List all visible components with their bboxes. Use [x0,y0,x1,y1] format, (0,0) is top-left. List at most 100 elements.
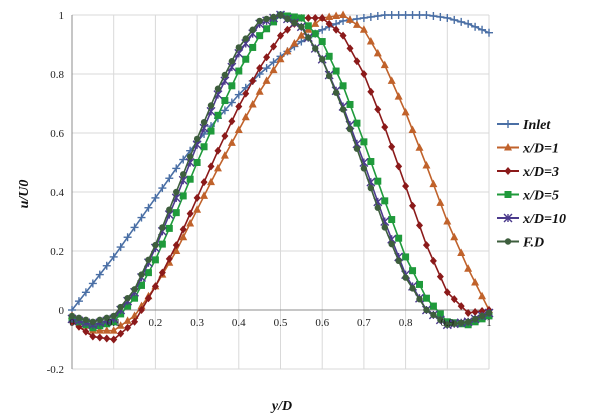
data-point [109,326,118,334]
data-point [74,297,83,306]
data-point [138,281,145,289]
data-point [395,162,403,171]
data-point [401,107,410,116]
data-point [249,76,257,85]
data-point [138,306,145,314]
data-point [180,171,187,178]
legend-marker [504,238,512,245]
data-point [325,72,333,80]
data-point [96,316,104,324]
data-point [436,272,444,281]
data-point [242,55,250,63]
data-point [144,294,152,303]
x-tick-label: 1 [486,317,492,329]
series-lines [67,10,494,344]
data-point [270,42,278,51]
data-point [284,15,291,23]
data-point [430,311,437,319]
data-point [103,314,110,322]
data-point [311,13,319,22]
data-point [381,123,389,132]
data-point [235,44,242,51]
data-point [312,45,319,52]
data-point [478,306,486,315]
series-x-d-3 [68,13,493,344]
data-point [422,241,430,250]
data-point [234,90,243,99]
data-point [144,269,152,277]
data-point [235,102,243,111]
x-tick-label: 0.2 [149,317,163,329]
legend-item-f-d: F.D [497,236,544,251]
data-point [429,302,437,310]
data-point [270,13,277,21]
data-point [318,25,327,34]
data-point [290,39,299,47]
data-point [199,123,209,133]
data-point [360,70,368,78]
data-point [318,13,326,22]
data-point [269,58,278,67]
data-point [256,64,264,73]
data-point [193,159,201,166]
x-tick-label: 0.3 [190,317,204,329]
data-point [394,11,403,19]
data-point [297,14,305,22]
data-point [359,25,368,33]
data-point [478,291,487,300]
legend-item-x-d-5: x/D=5 [497,189,559,204]
legend-item-x-d-1: x/D=1 [497,142,559,157]
data-point [269,65,278,74]
data-point [471,315,479,323]
data-point [277,11,284,19]
data-point [179,192,187,200]
data-point [165,174,174,183]
data-point [172,164,181,173]
legend-label: F.D [522,236,544,251]
data-point [373,11,382,20]
data-point [346,100,354,108]
data-point [131,317,139,326]
data-point [304,13,312,22]
data-point [457,302,465,311]
data-point [429,11,438,20]
data-point [478,25,487,34]
data-point [352,20,361,28]
data-point [151,193,160,202]
data-point [318,38,326,46]
legend-item-x-d-3: x/D=3 [497,165,559,180]
data-point [220,106,229,115]
data-point [409,267,417,275]
data-point [437,316,444,324]
data-point [346,125,354,133]
data-point [151,256,159,264]
data-point [110,312,117,320]
data-point [422,160,431,169]
data-point [221,131,229,140]
y-tick-label: 0.2 [50,246,64,258]
data-point [213,163,222,172]
legend-label: x/D=5 [522,189,559,204]
data-point [332,11,341,19]
data-point [214,111,222,119]
data-point [443,217,452,225]
data-point [228,58,236,65]
data-point [186,175,194,183]
x-tick-label: 0.8 [399,317,413,329]
y-tick-label: -0.2 [47,364,64,376]
data-point [165,254,173,263]
data-point [297,37,306,46]
data-point [117,329,125,338]
legend-label: x/D=10 [522,212,566,227]
data-point [151,282,159,291]
data-point [193,135,201,143]
legend-marker [504,120,512,128]
data-point [249,43,257,51]
data-point [179,225,187,234]
x-axis-title: y/D [270,399,292,414]
tick-labels: 0 0.1 0.2 0.3 0.4 0.5 0.6 0.7 0.8 0.9 1 -0.2 0 0.2 0.4… [47,10,492,376]
data-point [283,25,291,34]
data-point [200,191,209,199]
data-point [200,143,208,151]
